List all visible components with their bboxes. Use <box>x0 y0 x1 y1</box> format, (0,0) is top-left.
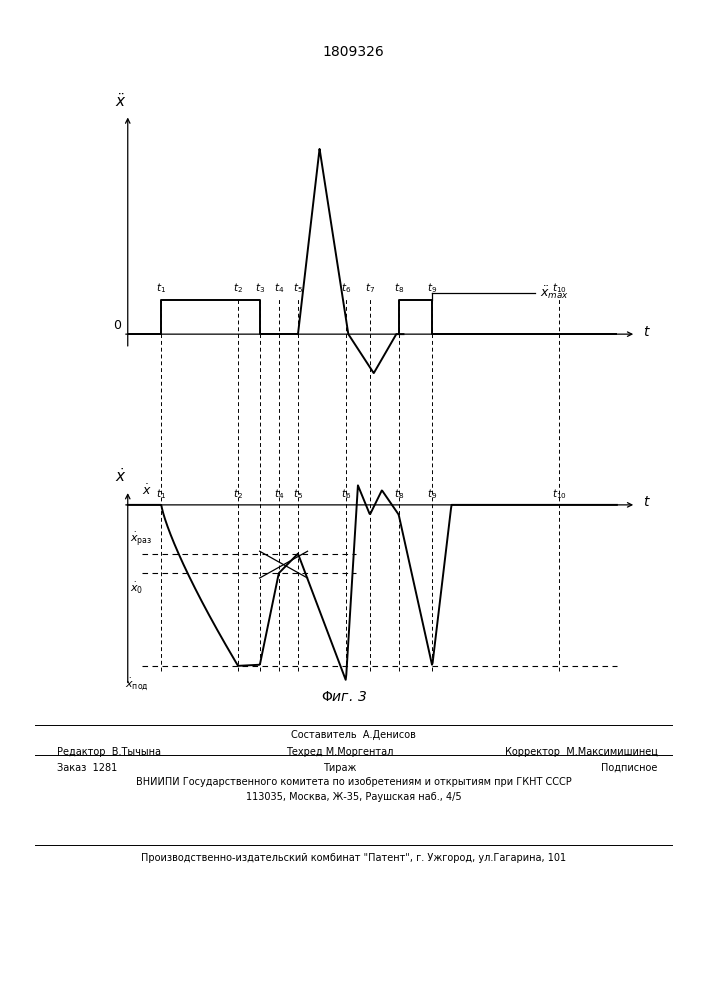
Text: Составитель  А.Денисов: Составитель А.Денисов <box>291 730 416 740</box>
Text: $t_6$: $t_6$ <box>341 281 351 295</box>
Text: $t_9$: $t_9$ <box>427 281 438 295</box>
Text: $t_5$: $t_5$ <box>293 281 303 295</box>
Text: 1809326: 1809326 <box>322 45 385 59</box>
Text: $\ddot{x}$: $\ddot{x}$ <box>115 92 127 110</box>
Text: $t_9$: $t_9$ <box>427 487 438 501</box>
Text: $t_4$: $t_4$ <box>274 487 284 501</box>
Text: $t_4$: $t_4$ <box>274 281 284 295</box>
Text: Тираж: Тираж <box>322 763 356 773</box>
Text: $t_2$: $t_2$ <box>233 487 243 501</box>
Text: Подписное: Подписное <box>601 763 658 773</box>
Text: 0: 0 <box>113 319 121 332</box>
Text: $\dot{x}_{\mathrm{раз}}$: $\dot{x}_{\mathrm{раз}}$ <box>130 530 153 548</box>
Text: $\dot{x}$: $\dot{x}$ <box>142 483 152 498</box>
Text: $t_6$: $t_6$ <box>341 487 351 501</box>
Text: $t_2$: $t_2$ <box>233 281 243 295</box>
Text: $t_3$: $t_3$ <box>255 281 264 295</box>
Text: ВНИИПИ Государственного комитета по изобретениям и открытиям при ГКНТ СССР: ВНИИПИ Государственного комитета по изоб… <box>136 777 571 787</box>
Text: $t_{10}$: $t_{10}$ <box>552 281 567 295</box>
Text: Корректор  М.Максимишинец: Корректор М.Максимишинец <box>505 747 658 757</box>
Text: $\dot{x}_{\mathrm{под}}$: $\dot{x}_{\mathrm{под}}$ <box>125 676 149 692</box>
Text: $\Phi$иг. 3: $\Phi$иг. 3 <box>320 690 366 704</box>
Text: $\ddot{x}_{max}$: $\ddot{x}_{max}$ <box>540 284 569 301</box>
Text: $\dot{x}$: $\dot{x}$ <box>115 467 127 485</box>
Text: $t_7$: $t_7$ <box>365 281 375 295</box>
Text: Заказ  1281: Заказ 1281 <box>57 763 117 773</box>
Text: $t_1$: $t_1$ <box>156 487 166 501</box>
Text: $t_8$: $t_8$ <box>394 487 404 501</box>
Text: $t_5$: $t_5$ <box>293 487 303 501</box>
Text: $t_1$: $t_1$ <box>156 281 166 295</box>
Text: $t_{10}$: $t_{10}$ <box>552 487 567 501</box>
Text: Производственно-издательский комбинат "Патент", г. Ужгород, ул.Гагарина, 101: Производственно-издательский комбинат "П… <box>141 853 566 863</box>
Text: $\dot{x}_0$: $\dot{x}_0$ <box>130 580 144 596</box>
Text: $t$: $t$ <box>643 495 651 509</box>
Text: Редактор  В.Тычына: Редактор В.Тычына <box>57 747 160 757</box>
Text: 113035, Москва, Ж-35, Раушская наб., 4/5: 113035, Москва, Ж-35, Раушская наб., 4/5 <box>246 792 461 802</box>
Text: $t$: $t$ <box>643 325 651 339</box>
Text: Техред М.Моргентал: Техред М.Моргентал <box>286 747 393 757</box>
Text: $t_8$: $t_8$ <box>394 281 404 295</box>
